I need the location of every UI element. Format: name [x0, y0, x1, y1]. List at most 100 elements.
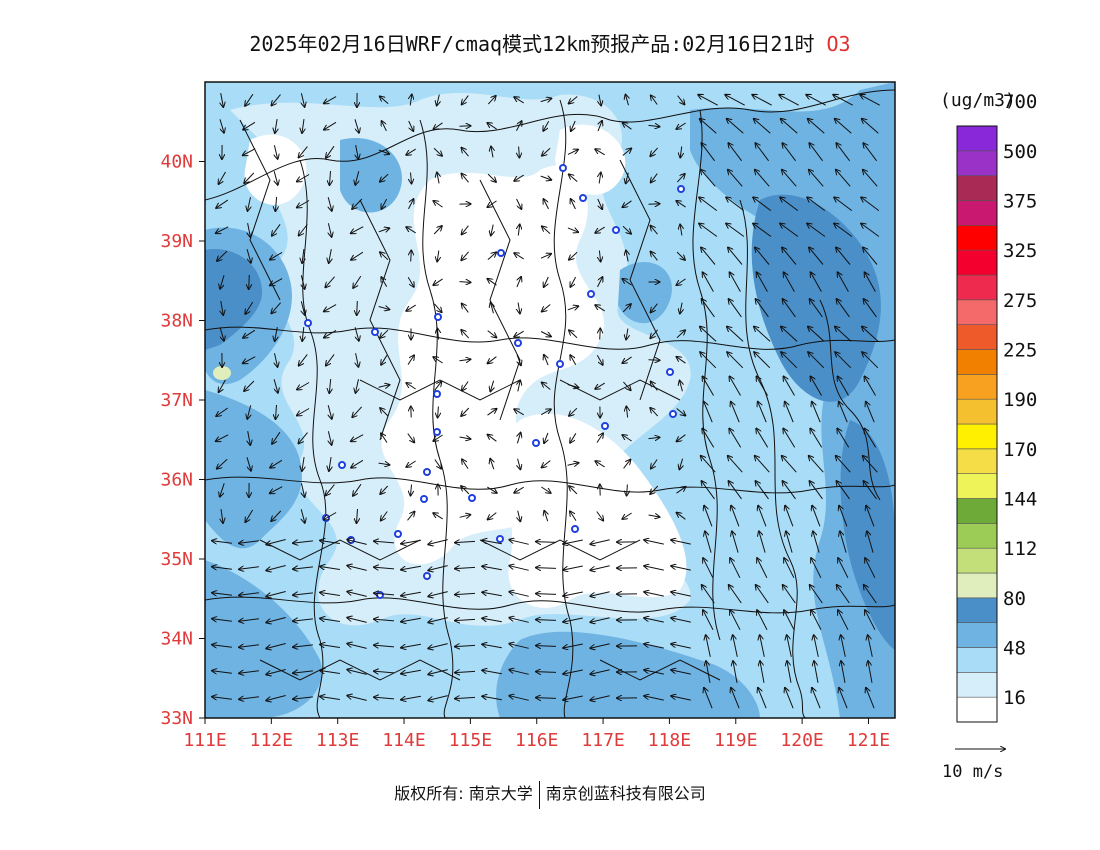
wind-arrow	[272, 224, 281, 235]
wind-arrow	[328, 431, 331, 445]
wind-arrow	[271, 510, 282, 521]
wind-arrow	[865, 272, 876, 292]
wind-arrow	[299, 146, 308, 158]
wind-arrow	[509, 644, 529, 649]
wind-arrow	[509, 566, 529, 571]
wind-arrow	[756, 299, 769, 318]
wind-arrow	[627, 484, 628, 496]
wind-arrow	[590, 669, 610, 674]
wind-arrow	[516, 198, 522, 209]
wind-arrow	[622, 304, 631, 313]
wind-arrow	[676, 251, 685, 260]
wind-arrow	[726, 197, 745, 212]
wind-arrow	[563, 539, 583, 544]
wind-arrow	[462, 148, 469, 157]
wind-arrow	[514, 330, 524, 337]
wind-arrow	[785, 688, 794, 709]
wind-arrow	[841, 661, 846, 683]
wind-arrow	[700, 327, 717, 342]
wind-arrow	[324, 329, 337, 337]
wind-arrow	[544, 276, 549, 287]
wind-arrow	[347, 618, 367, 623]
wind-arrow	[648, 437, 660, 438]
wind-arrow	[401, 643, 421, 647]
wind-arrow	[542, 147, 551, 155]
wind-arrow	[244, 172, 255, 183]
wind-arrow	[434, 459, 441, 469]
wind-arrow	[863, 456, 878, 473]
wind-arrow	[411, 484, 412, 496]
wind-arrow	[567, 228, 578, 232]
wind-arrow	[356, 379, 359, 393]
wind-arrow	[212, 645, 232, 648]
wind-arrow	[838, 558, 849, 579]
wind-arrow	[401, 591, 421, 595]
wind-arrow	[248, 197, 251, 211]
wind-arrow	[839, 688, 848, 709]
wind-arrow	[459, 282, 471, 283]
wind-arrow	[325, 276, 335, 288]
wind-arrow	[324, 96, 337, 104]
wind-arrow	[838, 377, 849, 396]
wind-arrow	[810, 481, 823, 500]
lon-tick-label: 117E	[581, 730, 624, 751]
wind-arrow	[780, 197, 799, 212]
wind-arrow	[567, 463, 579, 465]
lat-tick-label: 36N	[160, 470, 193, 491]
wind-arrow	[835, 327, 852, 342]
wind-arrow	[514, 486, 524, 493]
wind-arrow	[730, 610, 741, 631]
colorbar-segment	[956, 423, 998, 450]
wind-arrow	[326, 354, 335, 365]
colorbar-segment	[956, 498, 998, 524]
wind-arrow	[459, 359, 471, 360]
wind-arrow	[239, 593, 259, 596]
wind-arrow	[755, 170, 770, 187]
wind-arrow	[590, 539, 610, 544]
wind-arrow	[482, 540, 502, 545]
wind-arrow	[272, 94, 281, 106]
colorbar-level-label: 275	[1003, 290, 1037, 312]
wind-arrow	[810, 429, 823, 448]
wind-arrow	[865, 610, 876, 631]
wind-arrow	[354, 119, 359, 132]
wind-arrow	[220, 275, 225, 288]
wind-arrow	[275, 353, 278, 367]
wind-arrow	[651, 173, 658, 183]
wind-arrow	[274, 171, 278, 185]
wind-arrow	[700, 352, 717, 369]
wind-arrow	[676, 487, 686, 494]
wind-arrow	[597, 198, 602, 209]
colorbar-segment	[956, 672, 998, 698]
wind-arrow	[455, 619, 476, 620]
wind-arrow	[357, 508, 358, 523]
wind-arrow	[704, 402, 713, 423]
colorbar-segment	[956, 622, 998, 648]
wind-arrow	[247, 405, 250, 419]
wind-arrow	[754, 327, 771, 342]
wind-arrow	[352, 406, 363, 417]
wind-arrow	[382, 121, 387, 132]
wind-arrow	[651, 226, 658, 235]
wind-arrow	[671, 540, 691, 545]
wind-arrow	[490, 380, 493, 392]
wind-arrow	[600, 329, 601, 340]
wind-arrow	[491, 224, 493, 236]
wind-arrow	[408, 120, 414, 131]
wind-arrow	[381, 433, 388, 443]
wind-arrow	[567, 150, 578, 155]
lon-tick-label: 118E	[648, 730, 691, 751]
wind-arrow	[462, 95, 469, 105]
wind-arrow	[428, 565, 448, 571]
wind-arrow	[428, 617, 448, 623]
wind-arrow	[754, 352, 771, 369]
wind-arrow	[293, 645, 313, 647]
wind-arrow	[239, 671, 259, 674]
wind-arrow	[706, 661, 711, 683]
wind-arrow	[648, 360, 660, 361]
wind-arrow	[461, 407, 470, 416]
wind-arrow	[563, 643, 583, 648]
wind-arrow	[320, 593, 340, 596]
wind-arrow	[680, 302, 682, 314]
wind-arrow	[249, 274, 250, 289]
